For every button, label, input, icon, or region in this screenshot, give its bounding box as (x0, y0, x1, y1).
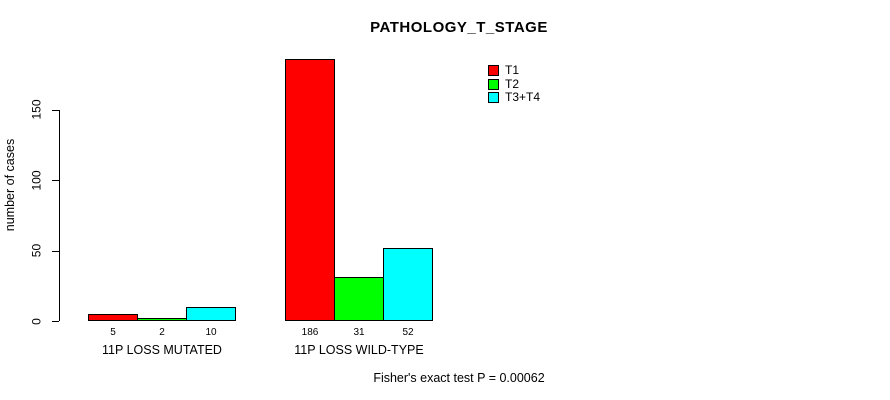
bar-value-label: 2 (159, 327, 165, 338)
legend-label: T1 (505, 63, 520, 78)
legend-row: T1 (488, 64, 540, 78)
bar-value-label: 186 (301, 327, 319, 338)
bar-t2-2 (334, 277, 384, 321)
chart-title: PATHOLOGY_T_STAGE (370, 19, 548, 36)
legend-label: T2 (505, 76, 520, 91)
legend-label: T3+T4 (505, 90, 541, 105)
bar-t1-1 (88, 314, 138, 321)
y-axis-tick-label: 100 (29, 169, 44, 191)
y-axis-label: number of cases (3, 138, 17, 232)
bar-t3-t4-2 (383, 248, 433, 321)
y-axis-tick (52, 250, 59, 252)
y-axis-tick-label: 0 (29, 317, 44, 325)
bar-value-label: 52 (402, 327, 414, 338)
y-axis-tick-label: 50 (29, 243, 44, 258)
x-category-label: 11P LOSS WILD-TYPE (294, 343, 424, 357)
bar-value-label: 10 (205, 327, 217, 338)
bar-value-label: 5 (110, 327, 116, 338)
legend-swatch-t3-t4 (488, 92, 499, 104)
y-axis-line (59, 109, 60, 321)
bar-t1-2 (285, 59, 335, 321)
legend: T1 T2 T3+T4 (488, 64, 540, 105)
legend-swatch-t2 (488, 78, 499, 90)
y-axis-tick (52, 109, 59, 111)
stat-test-footer: Fisher's exact test P = 0.00062 (373, 371, 545, 385)
legend-row: T2 (488, 76, 540, 92)
y-axis-tick-label: 150 (29, 99, 44, 120)
bar-value-label: 31 (353, 327, 365, 338)
x-category-label: 11P LOSS MUTATED (102, 343, 222, 357)
y-axis-tick (52, 321, 59, 322)
legend-row: T3+T4 (488, 91, 540, 105)
legend-swatch-t1 (488, 65, 499, 77)
y-axis-tick (52, 180, 59, 181)
bar-t3-t4-1 (186, 307, 236, 321)
bar-t2-1 (137, 318, 187, 321)
